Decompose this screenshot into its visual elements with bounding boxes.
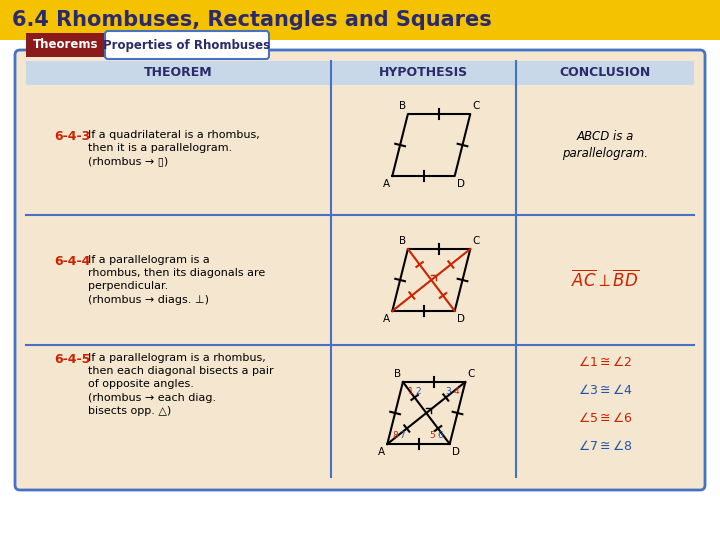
Text: D: D [456,314,464,324]
Text: 3: 3 [445,387,451,396]
Text: A: A [383,314,390,324]
Text: $\angle 1 \cong \angle 2$: $\angle 1 \cong \angle 2$ [578,355,632,369]
Text: 2: 2 [415,387,420,396]
Text: If a parallelogram is a rhombus,
then each diagonal bisects a pair
of opposite a: If a parallelogram is a rhombus, then ea… [88,353,274,416]
Text: D: D [451,447,459,457]
Text: 6: 6 [438,431,444,440]
Bar [0,0,720,40]
Text: C: C [472,236,480,246]
Text: ABCD is a
parallelogram.: ABCD is a parallelogram. [562,130,648,160]
Text: If a quadrilateral is a rhombus,
then it is a parallelogram.
(rhombus → ▯): If a quadrilateral is a rhombus, then it… [88,130,260,166]
FancyBboxPatch shape [105,31,269,59]
Text: 4: 4 [454,387,459,396]
Bar [26,61,694,85]
Text: $\angle 5 \cong \angle 6$: $\angle 5 \cong \angle 6$ [577,411,632,425]
Text: CONCLUSION: CONCLUSION [559,66,651,79]
Text: B: B [399,236,406,246]
FancyBboxPatch shape [15,50,705,490]
Text: 1: 1 [408,387,414,396]
Text: C: C [467,369,474,379]
Text: 6-4-5: 6-4-5 [54,353,91,366]
Text: $\overline{AC} \perp \overline{BD}$: $\overline{AC} \perp \overline{BD}$ [571,269,639,291]
Text: $\angle 7 \cong \angle 8$: $\angle 7 \cong \angle 8$ [577,439,632,453]
Text: D: D [456,179,464,189]
Text: 6-4-4: 6-4-4 [54,255,91,268]
Text: Theorems: Theorems [33,38,99,51]
Text: 6-4-3: 6-4-3 [54,130,90,143]
Text: HYPOTHESIS: HYPOTHESIS [379,66,468,79]
Text: B: B [399,101,406,111]
Text: C: C [472,101,480,111]
Text: 8: 8 [392,431,398,440]
Text: 5: 5 [430,431,436,440]
Text: 6.4 Rhombuses, Rectangles and Squares: 6.4 Rhombuses, Rectangles and Squares [12,10,492,30]
Text: If a parallelogram is a
rhombus, then its diagonals are
perpendicular.
(rhombus : If a parallelogram is a rhombus, then it… [88,255,265,305]
Text: 7: 7 [400,431,405,440]
Text: $\angle 3 \cong \angle 4$: $\angle 3 \cong \angle 4$ [577,383,632,397]
Text: Properties of Rhombuses: Properties of Rhombuses [104,38,271,51]
Text: B: B [394,369,401,379]
Text: THEOREM: THEOREM [144,66,213,79]
Text: A: A [383,179,390,189]
Text: A: A [378,447,385,457]
Bar [26,33,106,57]
